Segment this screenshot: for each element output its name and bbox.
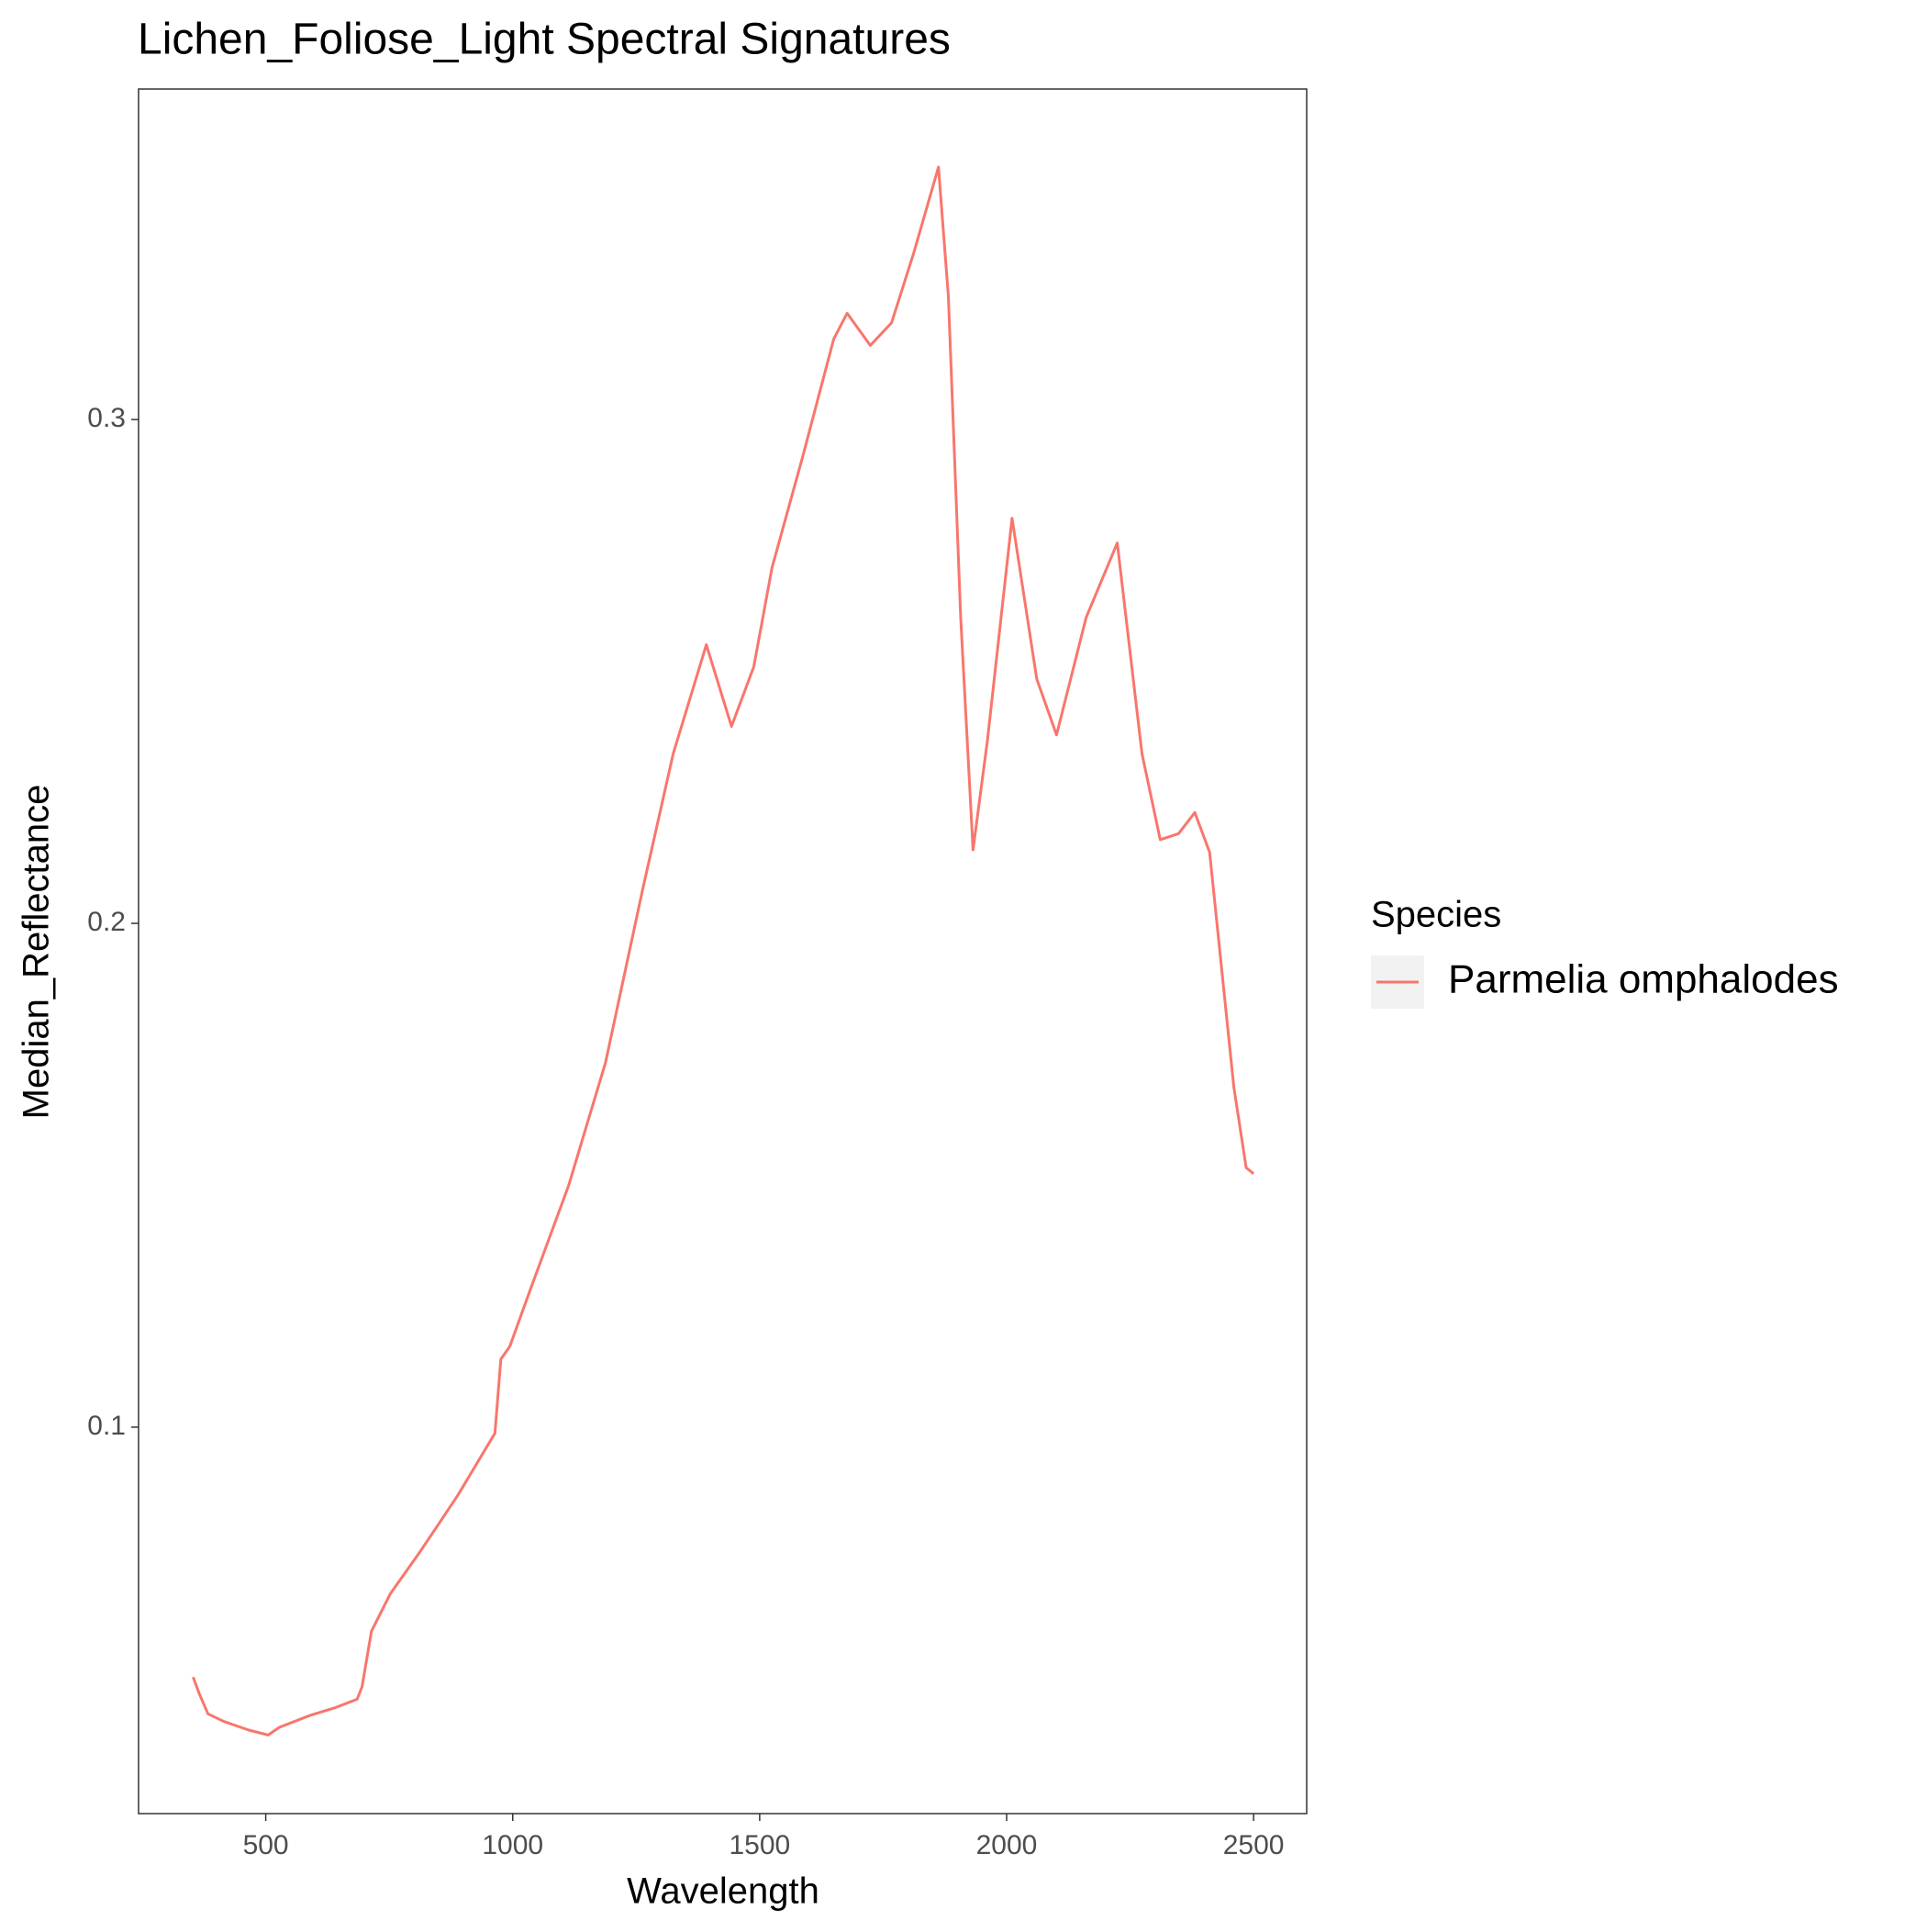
x-tick-label: 2500 [1223,1830,1285,1860]
y-tick-label: 0.2 [87,907,126,937]
x-axis-title: Wavelength [627,1871,819,1912]
chart-title: Lichen_Foliose_Light Spectral Signatures [138,16,951,64]
data-line [192,165,1255,1737]
y-axis-title: Median_Reflectance [17,785,57,1120]
y-tick-label: 0.3 [87,403,126,433]
legend-title: Species [1371,895,1501,935]
y-tick-label: 0.1 [87,1411,126,1441]
x-tick-label: 500 [243,1830,289,1860]
legend-label: Parmelia omphalodes [1448,957,1839,1002]
x-tick-label: 2000 [976,1830,1038,1860]
x-tick-label: 1000 [482,1830,543,1860]
panel-border [138,88,1308,1815]
x-tick-label: 1500 [729,1830,790,1860]
